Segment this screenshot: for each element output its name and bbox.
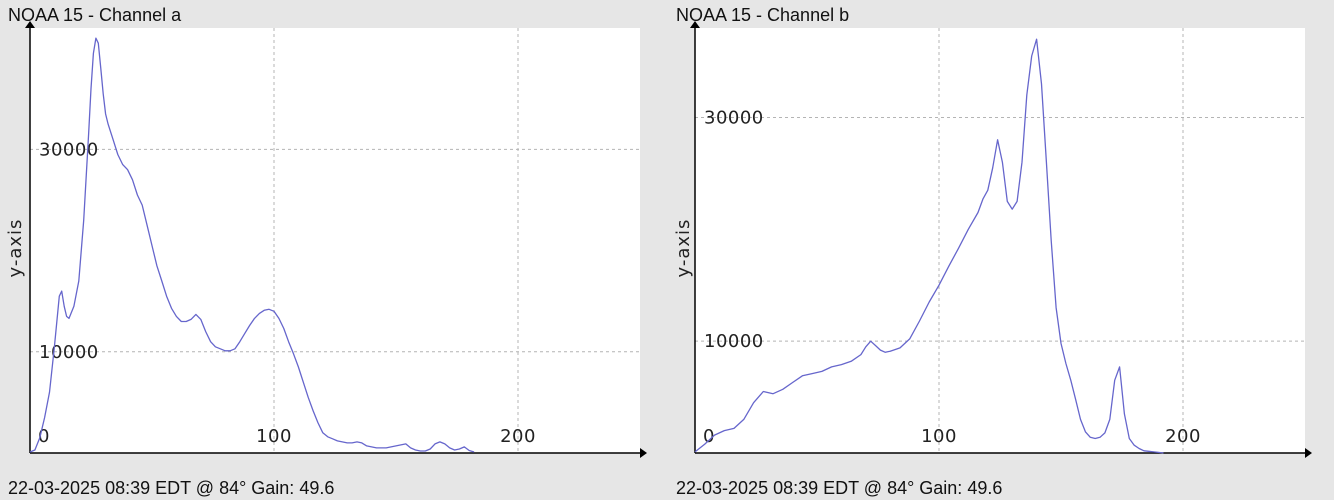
x-tick-label: 200 — [1165, 426, 1201, 447]
x-tick-label: 0 — [38, 426, 50, 447]
plot-area — [695, 28, 1305, 453]
y-tick-label: 10000 — [39, 342, 99, 363]
y-axis-arrow-icon — [25, 21, 35, 28]
series-line — [29, 37, 475, 453]
grid-lines — [695, 28, 1305, 453]
chart-title: NOAA 15 - Channel b — [676, 5, 849, 25]
axes — [690, 21, 1312, 458]
y-tick-label: 30000 — [39, 139, 99, 160]
y-tick-label: 30000 — [704, 107, 764, 128]
y-tick-labels: 10000 30000 — [704, 107, 764, 352]
series-line — [694, 38, 1164, 454]
x-tick-labels: 0 100 200 — [703, 426, 1201, 447]
series-layer — [29, 37, 475, 453]
x-tick-label: 0 — [703, 426, 715, 447]
x-tick-label: 100 — [921, 426, 957, 447]
x-tick-label: 200 — [500, 426, 536, 447]
chart-footer-status: 22-03-2025 08:39 EDT @ 84° Gain: 49.6 — [676, 478, 1002, 498]
y-tick-label: 10000 — [704, 331, 764, 352]
y-axis-label: y-axis — [673, 219, 694, 278]
chart-panel-channel-b: NOAA 15 - Channel b 0 100 200 10000 30000 y… — [673, 5, 1312, 498]
plot-area — [30, 28, 640, 453]
x-axis-arrow-icon — [1305, 448, 1312, 458]
x-tick-label: 100 — [256, 426, 292, 447]
y-axis-label: y-axis — [5, 219, 26, 278]
chart-title: NOAA 15 - Channel a — [8, 5, 182, 25]
chart-panel-channel-a: NOAA 15 - Channel a 0 100 200 10000 30000 y… — [5, 5, 647, 498]
axes — [25, 21, 647, 458]
x-tick-labels: 0 100 200 — [38, 426, 536, 447]
series-layer — [694, 38, 1164, 454]
chart-footer-status: 22-03-2025 08:39 EDT @ 84° Gain: 49.6 — [8, 478, 334, 498]
y-axis-arrow-icon — [690, 21, 700, 28]
x-axis-arrow-icon — [640, 448, 647, 458]
grid-lines — [30, 28, 640, 453]
